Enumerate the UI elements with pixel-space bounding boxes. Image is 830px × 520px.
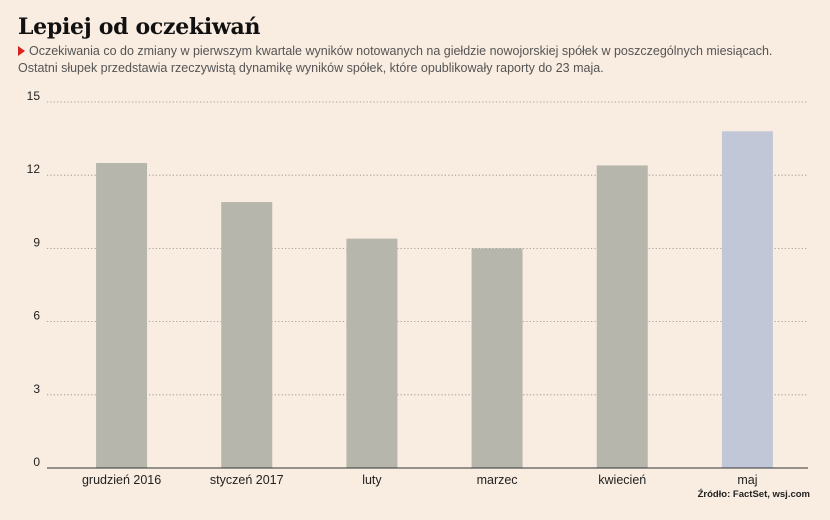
x-tick-label: luty <box>362 473 382 487</box>
x-tick-label: marzec <box>477 473 518 487</box>
bar <box>471 248 523 468</box>
y-tick-label: 9 <box>33 235 40 249</box>
bar <box>96 163 148 468</box>
y-tick-label: 12 <box>27 162 41 176</box>
x-tick-label: kwiecień <box>598 473 646 487</box>
bar <box>346 238 398 468</box>
bar <box>721 131 773 468</box>
subtitle-line-2: Ostatni słupek przedstawia rzeczywistą d… <box>18 61 604 75</box>
y-tick-label: 6 <box>33 309 40 323</box>
source-note: Źródło: FactSet, wsj.com <box>697 489 810 500</box>
y-tick-label: 0 <box>33 455 40 469</box>
bar <box>221 202 273 469</box>
y-tick-label: 15 <box>27 89 41 103</box>
bar <box>596 165 648 468</box>
x-tick-label: grudzień 2016 <box>82 473 161 487</box>
x-tick-label: maj <box>737 473 757 487</box>
y-tick-label: 3 <box>33 382 40 396</box>
triangle-marker-icon <box>18 46 25 56</box>
x-tick-label: styczeń 2017 <box>210 473 284 487</box>
chart-subtitle: Oczekiwania co do zmiany w pierwszym kwa… <box>18 43 818 77</box>
subtitle-line-1: Oczekiwania co do zmiany w pierwszym kwa… <box>29 44 773 58</box>
chart-title: Lepiej od oczekiwań <box>18 14 261 40</box>
